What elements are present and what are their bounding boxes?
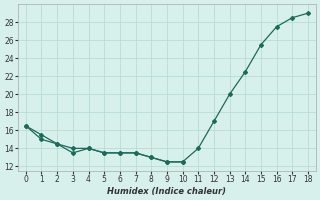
X-axis label: Humidex (Indice chaleur): Humidex (Indice chaleur) xyxy=(108,187,226,196)
